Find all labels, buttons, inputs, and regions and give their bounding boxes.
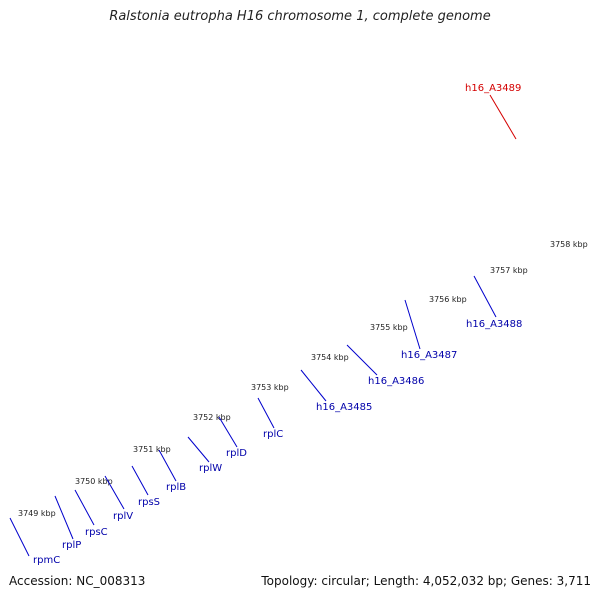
- callout-line-h16-a3489: [489, 94, 517, 140]
- gene-label-h16-a3485: h16_A3485: [316, 402, 372, 413]
- callout-line-rplb: [158, 449, 177, 482]
- gene-label-h16-a3488: h16_A3488: [466, 319, 522, 330]
- callout-line-rplc: [257, 397, 275, 429]
- kbp-scale: 3749 kbp 3750 kbp 3751 kbp 3752 kbp 3753 kbp…: [18, 240, 588, 518]
- gene-label-rplv: rplV: [113, 511, 133, 522]
- scale-label-3753-kbp: 3753 kbp: [251, 383, 289, 392]
- genome-summary-text: Topology: circular; Length: 4,052,032 bp…: [261, 574, 591, 588]
- scale-label-3757-kbp: 3757 kbp: [490, 266, 528, 275]
- accession-text: Accession: NC_008313: [9, 574, 146, 588]
- gene-label-h16-a3487: h16_A3487: [401, 350, 457, 361]
- gene-label-rpss: rpsS: [138, 497, 160, 508]
- scale-label-3758-kbp: 3758 kbp: [550, 240, 588, 249]
- callout-line-rplw: [187, 436, 210, 463]
- gene-label-rplc: rplC: [263, 429, 283, 440]
- gene-label-rplb: rplB: [166, 482, 186, 493]
- scale-label-3749-kbp: 3749 kbp: [18, 509, 56, 518]
- gene-label-rplp: rplP: [62, 540, 81, 551]
- scale-label-3750-kbp: 3750 kbp: [75, 477, 113, 486]
- callout-line-rpmc: [9, 517, 30, 557]
- callout-line-rplp: [54, 495, 74, 540]
- gene-label-rpmc: rpmC: [33, 555, 60, 566]
- callout-line-rplv: [104, 475, 125, 510]
- scale-label-3756-kbp: 3756 kbp: [429, 295, 467, 304]
- callout-line-h16-a3487: [404, 299, 421, 350]
- gene-label-rplw: rplW: [199, 463, 222, 474]
- gene-label-rpld: rplD: [226, 448, 247, 459]
- map-title: Ralstonia eutropha H16 chromosome 1, com…: [109, 9, 491, 24]
- callout-line-h16-a3488: [473, 275, 497, 318]
- gene-label-h16-a3489: h16_A3489: [465, 83, 521, 94]
- gene-label-h16-a3486: h16_A3486: [368, 376, 424, 387]
- scale-label-3751-kbp: 3751 kbp: [133, 445, 171, 454]
- scale-label-3755-kbp: 3755 kbp: [370, 323, 408, 332]
- scale-label-3754-kbp: 3754 kbp: [311, 353, 349, 362]
- callout-line-rpsc: [74, 489, 95, 526]
- gene-label-rpsc: rpsC: [85, 527, 108, 538]
- callout-line-h16-a3486: [346, 344, 378, 376]
- scale-label-3752-kbp: 3752 kbp: [193, 413, 231, 422]
- callout-line-rpld: [218, 416, 238, 448]
- callout-line-h16-a3485: [300, 369, 327, 402]
- callout-line-rpss: [131, 465, 149, 496]
